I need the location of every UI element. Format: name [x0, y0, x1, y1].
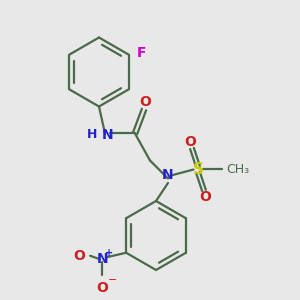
Text: O: O [73, 249, 85, 263]
Text: O: O [184, 135, 196, 149]
Text: N: N [96, 252, 108, 266]
Text: H: H [87, 128, 98, 142]
Text: O: O [96, 281, 108, 295]
Text: CH₃: CH₃ [226, 163, 250, 176]
Text: S: S [193, 162, 203, 177]
Text: N: N [162, 169, 174, 182]
Text: N: N [102, 128, 114, 142]
Text: O: O [200, 190, 211, 204]
Text: −: − [107, 275, 117, 285]
Text: F: F [136, 46, 146, 60]
Text: O: O [140, 95, 152, 109]
Text: +: + [105, 248, 113, 258]
